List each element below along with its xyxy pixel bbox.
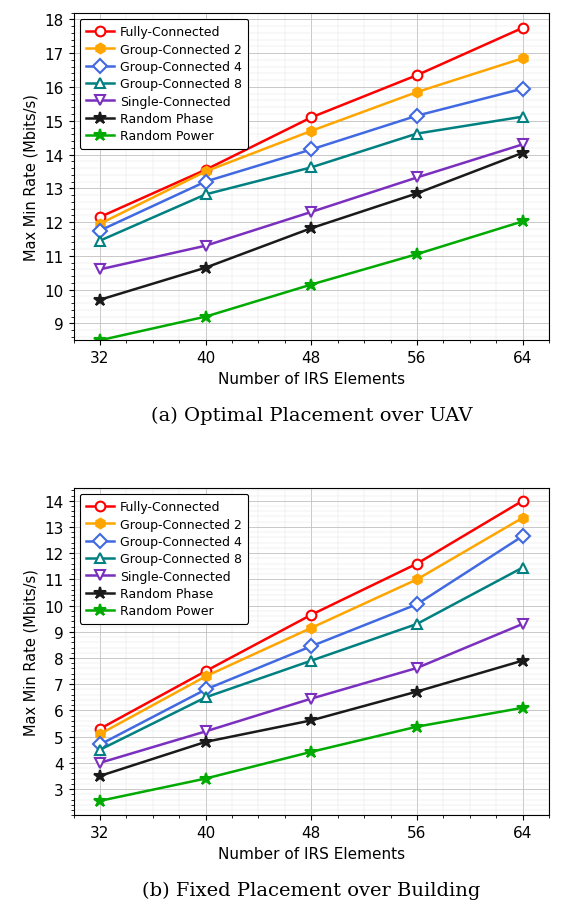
Group-Connected 2	[519, 513, 526, 524]
Group-Connected 2	[414, 574, 421, 585]
Group-Connected 2	[308, 623, 315, 634]
Group-Connected 2	[97, 729, 104, 740]
Line: Random Power: Random Power	[94, 216, 529, 347]
Legend: Fully-Connected, Group-Connected 2, Group-Connected 4, Group-Connected 8, Single: Fully-Connected, Group-Connected 2, Grou…	[80, 20, 248, 149]
Group-Connected 4	[414, 599, 421, 610]
Group-Connected 2	[519, 54, 526, 65]
Line: Group-Connected 2: Group-Connected 2	[95, 514, 528, 739]
Single-Connected	[308, 693, 315, 704]
Line: Group-Connected 4: Group-Connected 4	[95, 85, 528, 236]
Fully-Connected	[202, 666, 209, 677]
Random Power	[519, 702, 526, 713]
Random Phase	[97, 295, 104, 306]
Group-Connected 8	[308, 163, 315, 174]
Random Power	[202, 773, 209, 784]
Single-Connected	[202, 241, 209, 252]
X-axis label: Number of IRS Elements: Number of IRS Elements	[218, 371, 405, 386]
Fully-Connected	[519, 496, 526, 507]
Group-Connected 4	[97, 739, 104, 750]
Single-Connected	[519, 139, 526, 150]
Group-Connected 4	[308, 145, 315, 156]
Line: Group-Connected 8: Group-Connected 8	[95, 113, 528, 246]
Group-Connected 4	[308, 641, 315, 652]
Random Phase	[519, 655, 526, 666]
Group-Connected 8	[519, 562, 526, 573]
Line: Group-Connected 8: Group-Connected 8	[95, 563, 528, 754]
Fully-Connected	[308, 609, 315, 620]
Fully-Connected	[414, 71, 421, 82]
Group-Connected 4	[202, 177, 209, 188]
Line: Random Power: Random Power	[94, 701, 529, 807]
Single-Connected	[414, 663, 421, 674]
Line: Fully-Connected: Fully-Connected	[95, 496, 528, 734]
X-axis label: Number of IRS Elements: Number of IRS Elements	[218, 845, 405, 861]
Group-Connected 2	[97, 219, 104, 230]
Y-axis label: Max Min Rate (Mbits/s): Max Min Rate (Mbits/s)	[24, 568, 39, 735]
Line: Single-Connected: Single-Connected	[95, 619, 528, 768]
Group-Connected 4	[414, 111, 421, 122]
Group-Connected 2	[308, 127, 315, 138]
Fully-Connected	[97, 723, 104, 734]
Random Phase	[414, 189, 421, 200]
Random Phase	[202, 263, 209, 274]
Single-Connected	[414, 173, 421, 184]
Group-Connected 2	[414, 87, 421, 98]
Group-Connected 8	[202, 692, 209, 703]
Group-Connected 4	[97, 226, 104, 237]
Random Phase	[414, 686, 421, 697]
Group-Connected 8	[414, 129, 421, 140]
Random Power	[97, 335, 104, 346]
Single-Connected	[202, 726, 209, 737]
Group-Connected 8	[414, 619, 421, 630]
Single-Connected	[308, 207, 315, 218]
Text: (a) Optimal Placement over UAV: (a) Optimal Placement over UAV	[151, 406, 472, 425]
Random Power	[97, 795, 104, 806]
Fully-Connected	[97, 212, 104, 223]
Group-Connected 2	[202, 671, 209, 682]
Random Power	[308, 280, 315, 291]
Line: Random Phase: Random Phase	[94, 148, 529, 307]
Group-Connected 8	[519, 112, 526, 123]
Random Power	[308, 746, 315, 757]
Y-axis label: Max Min Rate (Mbits/s): Max Min Rate (Mbits/s)	[24, 94, 39, 261]
Fully-Connected	[202, 165, 209, 176]
Line: Group-Connected 2: Group-Connected 2	[95, 55, 528, 230]
Line: Fully-Connected: Fully-Connected	[95, 24, 528, 222]
Group-Connected 8	[97, 236, 104, 247]
Random Phase	[308, 223, 315, 234]
Random Power	[202, 312, 209, 322]
Random Phase	[519, 148, 526, 159]
Single-Connected	[97, 758, 104, 769]
Group-Connected 4	[519, 84, 526, 95]
Group-Connected 8	[308, 655, 315, 666]
Text: (b) Fixed Placement over Building: (b) Fixed Placement over Building	[142, 881, 481, 899]
Random Phase	[308, 715, 315, 726]
Fully-Connected	[308, 113, 315, 124]
Line: Random Phase: Random Phase	[94, 655, 529, 783]
Random Power	[519, 217, 526, 228]
Group-Connected 4	[519, 531, 526, 542]
Single-Connected	[519, 619, 526, 630]
Random Phase	[202, 737, 209, 748]
Legend: Fully-Connected, Group-Connected 2, Group-Connected 4, Group-Connected 8, Single: Fully-Connected, Group-Connected 2, Grou…	[80, 495, 248, 624]
Fully-Connected	[414, 558, 421, 569]
Line: Group-Connected 4: Group-Connected 4	[95, 532, 528, 750]
Line: Single-Connected: Single-Connected	[95, 140, 528, 275]
Random Power	[414, 250, 421, 261]
Random Phase	[97, 771, 104, 782]
Group-Connected 8	[202, 189, 209, 200]
Group-Connected 4	[202, 684, 209, 695]
Fully-Connected	[519, 24, 526, 35]
Group-Connected 8	[97, 744, 104, 755]
Group-Connected 2	[202, 167, 209, 178]
Random Power	[414, 722, 421, 732]
Single-Connected	[97, 264, 104, 275]
